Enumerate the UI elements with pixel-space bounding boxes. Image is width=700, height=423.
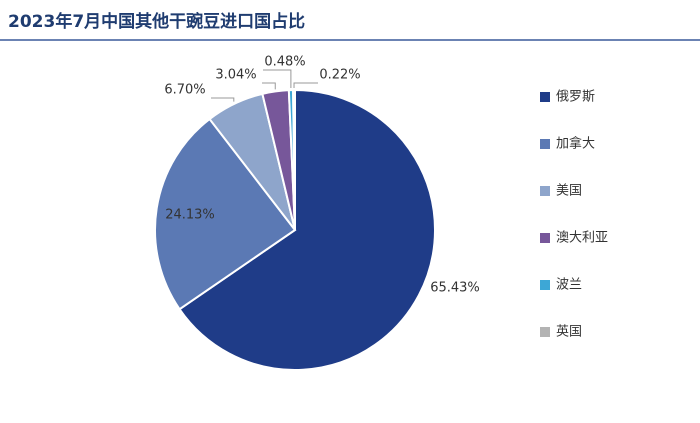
legend-label: 英国 [556, 325, 582, 340]
legend-swatch [540, 139, 550, 149]
legend-label: 加拿大 [556, 136, 595, 152]
leader-line [211, 97, 235, 102]
data-label: 3.04% [215, 68, 256, 83]
data-label: 0.22% [319, 68, 360, 83]
pie-slice [292, 88, 296, 231]
data-label: 6.70% [164, 83, 205, 98]
pie-slice [154, 117, 297, 311]
chart-title: 2023年7月中国其他干豌豆进口国占比 [8, 11, 305, 32]
data-label: 0.48% [264, 55, 305, 70]
legend-swatch [540, 233, 550, 243]
legend-swatch [540, 280, 550, 290]
legend-swatch [540, 327, 550, 337]
data-label: 24.13% [165, 208, 215, 223]
leader-line [293, 82, 318, 89]
legend-label: 俄罗斯 [556, 90, 595, 105]
leader-line [262, 82, 276, 90]
pie-slice [178, 88, 436, 371]
data-label: 65.43% [430, 281, 480, 296]
legend-label: 美国 [556, 184, 582, 199]
legend-swatch [540, 92, 550, 102]
legend-label: 澳大利亚 [556, 230, 608, 246]
legend-label: 波兰 [556, 278, 582, 293]
legend-swatch [540, 186, 550, 196]
leader-line [263, 69, 292, 89]
